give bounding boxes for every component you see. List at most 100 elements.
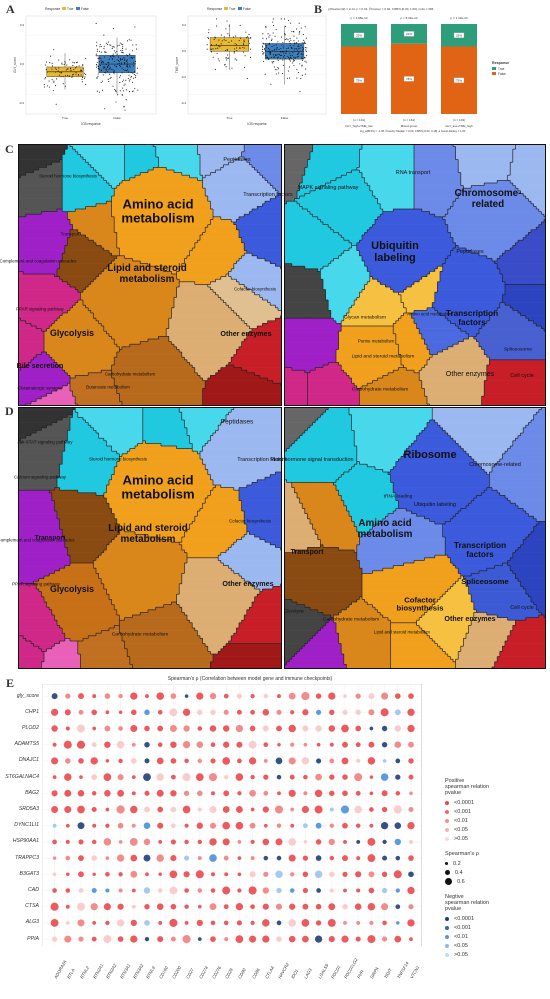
cell-border: [424, 343, 427, 345]
cell-border: [49, 424, 52, 426]
voronoi-cell-strip: [502, 297, 546, 301]
voronoi-cells: [284, 144, 546, 406]
cell-border: [330, 317, 334, 319]
cell-border: [483, 391, 485, 394]
cell-border: [296, 190, 298, 194]
voronoi-cell-strip: [369, 276, 373, 280]
cell-border: [367, 281, 370, 283]
cell-border: [512, 284, 516, 285]
cell-border: [230, 357, 232, 360]
cell-border: [41, 330, 44, 332]
cell-border: [400, 294, 402, 298]
voronoi-cell-strip: [181, 414, 227, 418]
voronoi-cell-strip: [18, 630, 63, 634]
voronoi-cell-strip: [77, 643, 125, 647]
voronoi-cell-strip: [184, 612, 248, 616]
cell-border: [41, 395, 44, 397]
cell-border: [134, 175, 136, 178]
voronoi-cell-strip: [492, 313, 521, 316]
cell-border: [528, 318, 529, 321]
cell-border: [205, 284, 208, 285]
cell-border: [267, 320, 271, 322]
cell-border: [251, 482, 253, 485]
cell-border: [267, 180, 268, 183]
voronoi-cell-strip: [536, 227, 546, 231]
voronoi-cell-strip: [83, 289, 177, 293]
jitter-point: [108, 65, 110, 67]
cell-border: [178, 284, 180, 287]
cell-border: [507, 175, 508, 178]
cell-border: [61, 177, 63, 181]
cell-border: [473, 336, 477, 337]
voronoi-cell-strip: [484, 380, 546, 384]
jitter-point: [67, 68, 69, 70]
jitter-point: [114, 64, 116, 66]
cell-border: [20, 437, 24, 439]
jitter-point: [301, 46, 303, 49]
voronoi-cell-strip: [93, 565, 185, 569]
cell-border: [408, 208, 412, 210]
cell-border: [278, 310, 281, 311]
voronoi-cell-strip: [18, 508, 55, 512]
voronoi-cell-strip: [18, 255, 63, 259]
jitter-point: [44, 78, 46, 80]
cell-border: [204, 383, 206, 386]
cell-border: [207, 200, 211, 202]
voronoi-cell-strip: [18, 420, 58, 423]
cell-border: [233, 278, 237, 280]
cell-border: [124, 146, 125, 150]
cell-border: [218, 297, 221, 298]
voronoi-cell-strip: [36, 326, 50, 329]
voronoi-cell-strip: [380, 206, 415, 210]
cell-border: [210, 287, 211, 290]
jitter-point: [268, 43, 270, 46]
jitter-point: [271, 50, 273, 52]
jitter-point: [51, 65, 53, 67]
jitter-point: [282, 41, 284, 44]
cell-border: [364, 232, 368, 233]
cell-border: [413, 201, 415, 204]
cell-border: [453, 343, 456, 345]
jitter-point: [266, 46, 268, 48]
cell-border: [241, 341, 242, 345]
cell-border: [299, 369, 303, 371]
voronoi-cell-strip: [333, 229, 368, 233]
voronoi-cell-strip: [75, 407, 144, 410]
jitter-point: [104, 71, 106, 73]
voronoi-cell-strip: [458, 159, 514, 163]
voronoi-cell-strip: [18, 591, 42, 595]
cell-border: [362, 260, 365, 262]
voronoi-cell-strip: [155, 146, 198, 150]
jitter-point: [274, 35, 276, 37]
cell-border: [421, 338, 425, 340]
cell-border: [109, 252, 112, 254]
cell-border: [72, 224, 73, 228]
cell-border: [309, 370, 311, 373]
voronoi-cell-strip: [200, 162, 229, 166]
cell-border: [67, 375, 70, 376]
cell-border: [181, 414, 183, 418]
cell-border: [393, 323, 396, 324]
jitter-point: [110, 44, 112, 46]
cell-border: [335, 357, 337, 360]
cell-border: [277, 190, 279, 194]
voronoi-cell-strip: [59, 261, 112, 264]
cell-border: [226, 304, 229, 306]
voronoi-cell-strip: [111, 198, 209, 202]
cell-border: [233, 263, 237, 264]
cell-border: [207, 472, 209, 475]
cell-border: [129, 343, 133, 345]
cell-border: [322, 266, 324, 269]
voronoi-cell-strip: [262, 203, 282, 207]
voronoi-cell-strip: [179, 349, 237, 353]
cell-border: [361, 258, 363, 261]
jitter-point: [66, 64, 68, 66]
jitter-point: [58, 59, 60, 61]
cell-border: [445, 258, 448, 259]
cell-border: [403, 367, 407, 368]
cell-border: [538, 224, 542, 225]
voronoi-cell-strip: [207, 472, 276, 475]
cell-border: [69, 235, 71, 238]
cell-border: [25, 435, 29, 436]
cell-border: [239, 346, 242, 348]
